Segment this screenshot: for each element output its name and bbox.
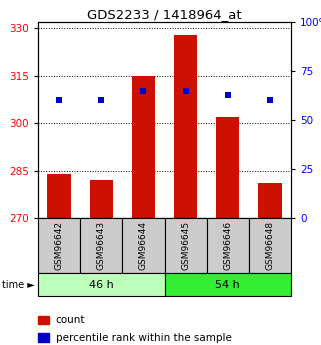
Text: GSM96644: GSM96644 <box>139 221 148 270</box>
Text: GSM96642: GSM96642 <box>55 221 64 270</box>
Text: GSM96643: GSM96643 <box>97 221 106 270</box>
Bar <box>90 180 113 218</box>
Bar <box>258 183 282 218</box>
Text: percentile rank within the sample: percentile rank within the sample <box>56 333 231 343</box>
Bar <box>80 218 122 273</box>
Title: GDS2233 / 1418964_at: GDS2233 / 1418964_at <box>87 8 242 21</box>
Bar <box>132 76 155 218</box>
Text: 46 h: 46 h <box>89 279 114 289</box>
Text: time ►: time ► <box>2 279 34 289</box>
Text: GSM96645: GSM96645 <box>181 221 190 270</box>
Point <box>267 98 273 103</box>
Bar <box>122 218 164 273</box>
Text: count: count <box>56 315 85 325</box>
Text: 54 h: 54 h <box>215 279 240 289</box>
Bar <box>38 273 164 296</box>
Bar <box>174 34 197 218</box>
Point <box>225 92 230 97</box>
Point <box>141 88 146 93</box>
Bar <box>164 273 291 296</box>
Text: GSM96648: GSM96648 <box>265 221 274 270</box>
Bar <box>48 174 71 218</box>
Point <box>56 98 62 103</box>
Point <box>99 98 104 103</box>
Bar <box>249 218 291 273</box>
Bar <box>207 218 249 273</box>
Bar <box>38 218 80 273</box>
Text: GSM96646: GSM96646 <box>223 221 232 270</box>
Point <box>183 88 188 93</box>
Bar <box>164 218 207 273</box>
Bar <box>216 117 239 218</box>
